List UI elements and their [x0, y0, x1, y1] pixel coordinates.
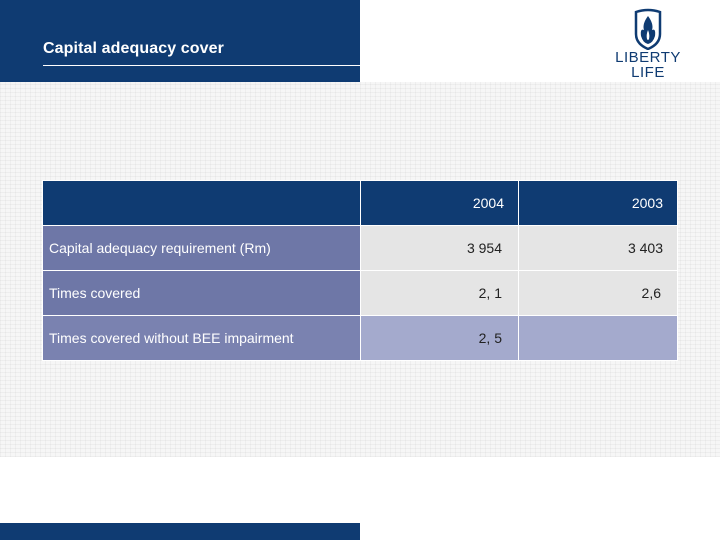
table-row: Times covered 2, 1 2,6: [42, 270, 678, 316]
cell-2003: 2,6: [518, 270, 678, 316]
row-label: Times covered without BEE impairment: [42, 315, 361, 361]
page-title: Capital adequacy cover: [43, 40, 224, 57]
logo-word-liberty: LIBERTY: [615, 49, 681, 66]
table-row: Capital adequacy requirement (Rm) 3 954 …: [42, 225, 678, 271]
header-band: [0, 0, 360, 82]
cell-2003: [518, 315, 678, 361]
table-row: Times covered without BEE impairment 2, …: [42, 315, 678, 361]
footer-band: [0, 523, 360, 540]
cell-2004: 2, 1: [360, 270, 519, 316]
row-label: Capital adequacy requirement (Rm): [42, 225, 361, 271]
capital-adequacy-table: 2004 2003 Capital adequacy requirement (…: [42, 180, 678, 361]
logo-word-life: LIFE: [631, 64, 665, 81]
liberty-life-logo: LIBERTY LIFE: [606, 8, 690, 80]
cell-2004: 3 954: [360, 225, 519, 271]
column-header-2004: 2004: [360, 180, 519, 226]
column-header-2003: 2003: [518, 180, 678, 226]
row-label: Times covered: [42, 270, 361, 316]
cell-2004: 2, 5: [360, 315, 519, 361]
flame-emblem-icon: [634, 8, 662, 50]
title-underline: [43, 65, 360, 66]
cell-2003: 3 403: [518, 225, 678, 271]
header-blank-cell: [42, 180, 361, 226]
table-header-row: 2004 2003: [42, 180, 678, 226]
